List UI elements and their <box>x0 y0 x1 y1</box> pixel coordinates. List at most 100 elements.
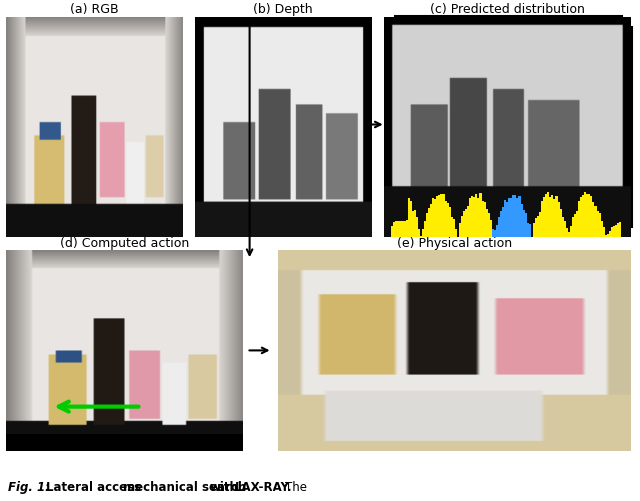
Bar <box>557 202 559 238</box>
Bar <box>476 194 477 238</box>
Bar <box>615 225 617 238</box>
Bar <box>408 199 410 238</box>
Bar <box>529 225 531 238</box>
Bar <box>467 206 469 238</box>
Bar <box>430 205 432 238</box>
Bar <box>474 197 476 238</box>
Bar <box>574 214 576 238</box>
Bar <box>440 195 442 238</box>
Bar <box>418 229 420 238</box>
Bar <box>496 225 498 238</box>
Bar <box>403 222 406 238</box>
Bar <box>502 208 504 238</box>
Bar <box>520 204 523 238</box>
Bar <box>554 199 556 238</box>
Bar <box>435 199 436 238</box>
Bar <box>617 223 619 238</box>
Bar <box>568 232 570 238</box>
Bar <box>412 212 414 238</box>
Bar <box>442 194 445 238</box>
Bar <box>607 234 609 238</box>
Bar <box>486 210 488 238</box>
Bar <box>551 196 554 238</box>
Bar <box>469 198 471 238</box>
Bar <box>580 197 582 238</box>
Bar <box>401 221 403 238</box>
Bar <box>586 194 588 238</box>
Text: LAX-RAY.: LAX-RAY. <box>235 480 292 493</box>
Bar <box>490 220 492 238</box>
Bar <box>498 217 500 238</box>
Bar <box>393 223 396 238</box>
Bar <box>566 228 568 238</box>
Bar <box>449 208 451 238</box>
Bar <box>428 209 430 238</box>
Bar <box>513 195 515 238</box>
Bar <box>619 222 621 238</box>
Bar <box>564 222 566 238</box>
Bar <box>463 212 465 238</box>
Bar <box>500 211 502 238</box>
Bar <box>459 224 461 238</box>
Bar <box>436 196 438 238</box>
Bar <box>549 197 551 238</box>
Bar <box>578 202 580 238</box>
Bar <box>399 222 401 238</box>
Title: (e) Physical action: (e) Physical action <box>397 236 512 249</box>
Bar <box>545 195 547 238</box>
Bar <box>397 221 399 238</box>
Bar <box>481 201 484 238</box>
Bar <box>570 226 572 238</box>
Bar <box>562 217 564 238</box>
Bar <box>535 218 537 238</box>
Bar <box>484 202 486 238</box>
Text: mechanical search: mechanical search <box>123 480 246 493</box>
Bar <box>455 230 457 238</box>
Bar <box>414 210 416 238</box>
Text: The: The <box>285 480 307 493</box>
Bar <box>537 216 539 238</box>
Bar <box>533 223 535 238</box>
Bar <box>593 203 595 238</box>
Bar <box>424 222 426 238</box>
Bar <box>543 198 545 238</box>
Title: (b) Depth: (b) Depth <box>253 4 313 17</box>
Bar <box>605 235 607 238</box>
Bar <box>603 227 605 238</box>
Bar <box>582 196 584 238</box>
Bar <box>611 227 613 238</box>
Bar <box>525 214 527 238</box>
Bar <box>590 197 593 238</box>
Bar <box>598 213 600 238</box>
Bar <box>445 202 447 238</box>
Bar <box>527 223 529 238</box>
Bar <box>447 203 449 238</box>
Bar <box>510 198 513 238</box>
Bar <box>479 193 481 238</box>
Bar <box>584 193 586 238</box>
Bar <box>595 206 596 238</box>
Text: Lateral access: Lateral access <box>46 480 141 493</box>
Bar <box>488 214 490 238</box>
Text: with: with <box>210 480 239 493</box>
Bar <box>600 222 603 238</box>
Bar <box>539 212 541 238</box>
Bar <box>531 237 533 238</box>
Bar <box>613 227 615 238</box>
Bar <box>572 217 574 238</box>
Bar <box>410 202 412 238</box>
Bar <box>508 199 510 238</box>
Bar <box>556 197 557 238</box>
Bar <box>576 211 578 238</box>
Bar <box>516 198 518 238</box>
Bar <box>506 202 508 238</box>
Bar <box>541 201 543 238</box>
Bar <box>438 195 440 238</box>
Title: (d) Computed action: (d) Computed action <box>60 236 189 249</box>
Bar <box>461 217 463 238</box>
Bar <box>416 218 418 238</box>
Bar <box>523 210 525 238</box>
Title: (a) RGB: (a) RGB <box>70 4 118 17</box>
Bar <box>588 194 590 238</box>
Bar <box>406 220 408 238</box>
